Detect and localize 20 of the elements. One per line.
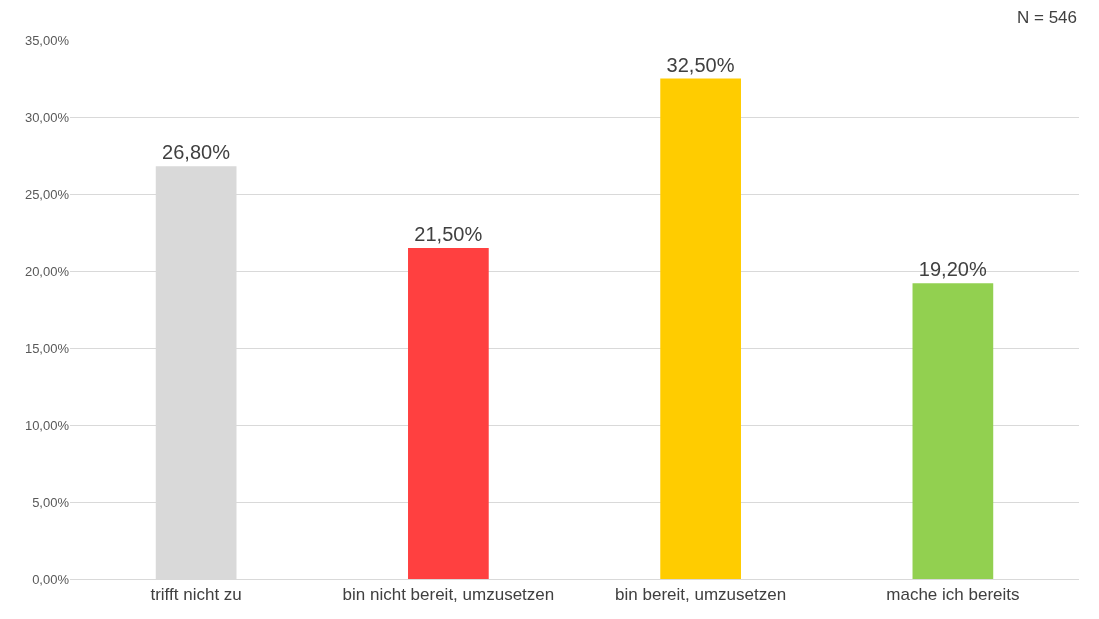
y-tick-label: 0,00% bbox=[32, 571, 70, 587]
x-tick-label: mache ich bereits bbox=[886, 585, 1020, 605]
data-label: 19,20% bbox=[918, 258, 987, 281]
data-label: 21,50% bbox=[414, 222, 483, 245]
data-label: 32,50% bbox=[666, 53, 735, 76]
text: N = 546 bbox=[1017, 8, 1078, 27]
x-tick-label: bin nicht bereit, umzusetzen bbox=[342, 585, 555, 605]
y-tick-label: 25,00% bbox=[24, 186, 70, 202]
bar bbox=[912, 283, 994, 579]
x-tick-label: trifft nicht zu bbox=[150, 585, 242, 605]
bar bbox=[660, 78, 741, 579]
x-tick-label: bin bereit, umzusetzen bbox=[615, 585, 787, 605]
y-tick-label: 10,00% bbox=[24, 417, 70, 433]
y-tick-label: 20,00% bbox=[24, 263, 70, 279]
y-tick-label: 30,00% bbox=[24, 109, 70, 125]
y-tick-label: 5,00% bbox=[32, 494, 70, 510]
y-tick-label: 35,00% bbox=[24, 32, 70, 48]
bar bbox=[408, 247, 489, 579]
data-label: 26,80% bbox=[162, 141, 231, 164]
y-tick-label: 15,00% bbox=[24, 340, 70, 356]
